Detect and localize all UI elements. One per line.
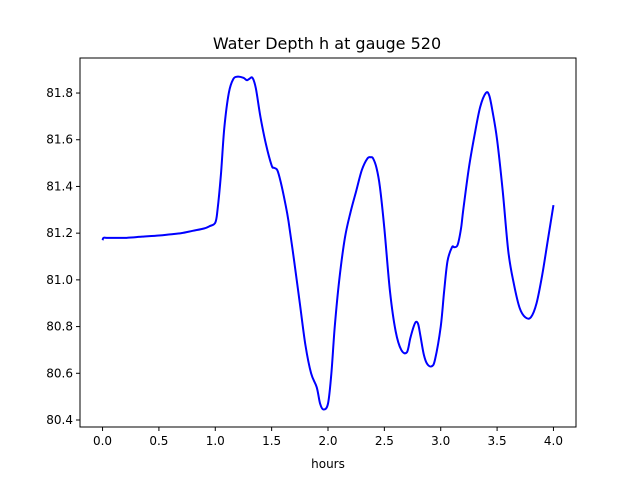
y-tick-label: 80.4	[46, 413, 73, 427]
x-tick-label: 1.0	[206, 434, 225, 448]
y-tick-label: 80.6	[46, 366, 73, 380]
x-tick-label: 2.0	[318, 434, 337, 448]
y-tick-label: 81.0	[46, 273, 73, 287]
y-axis: 80.4 80.6 80.8 81.0 81.2 81.4 81.6 81.8	[46, 86, 80, 427]
x-tick-label: 2.5	[375, 434, 394, 448]
series-line-0	[101, 75, 555, 411]
x-tick-label: 3.5	[488, 434, 507, 448]
y-tick-label: 81.2	[46, 226, 73, 240]
x-tick-label: 3.0	[431, 434, 450, 448]
y-tick-label: 81.8	[46, 86, 73, 100]
y-tick-label: 81.6	[46, 133, 73, 147]
chart-title: Water Depth h at gauge 520	[213, 34, 441, 53]
y-tick-label: 80.8	[46, 320, 73, 334]
x-tick-label: 1.5	[262, 434, 281, 448]
plot-area	[101, 75, 555, 411]
x-tick-label: 0.5	[149, 434, 168, 448]
x-tick-label: 4.0	[544, 434, 563, 448]
x-axis-label: hours	[311, 457, 345, 471]
x-axis: 0.0 0.5 1.0 1.5 2.0 2.5 3.0 3.5 4.0	[93, 427, 563, 448]
y-tick-label: 81.4	[46, 179, 73, 193]
x-tick-label: 0.0	[93, 434, 112, 448]
